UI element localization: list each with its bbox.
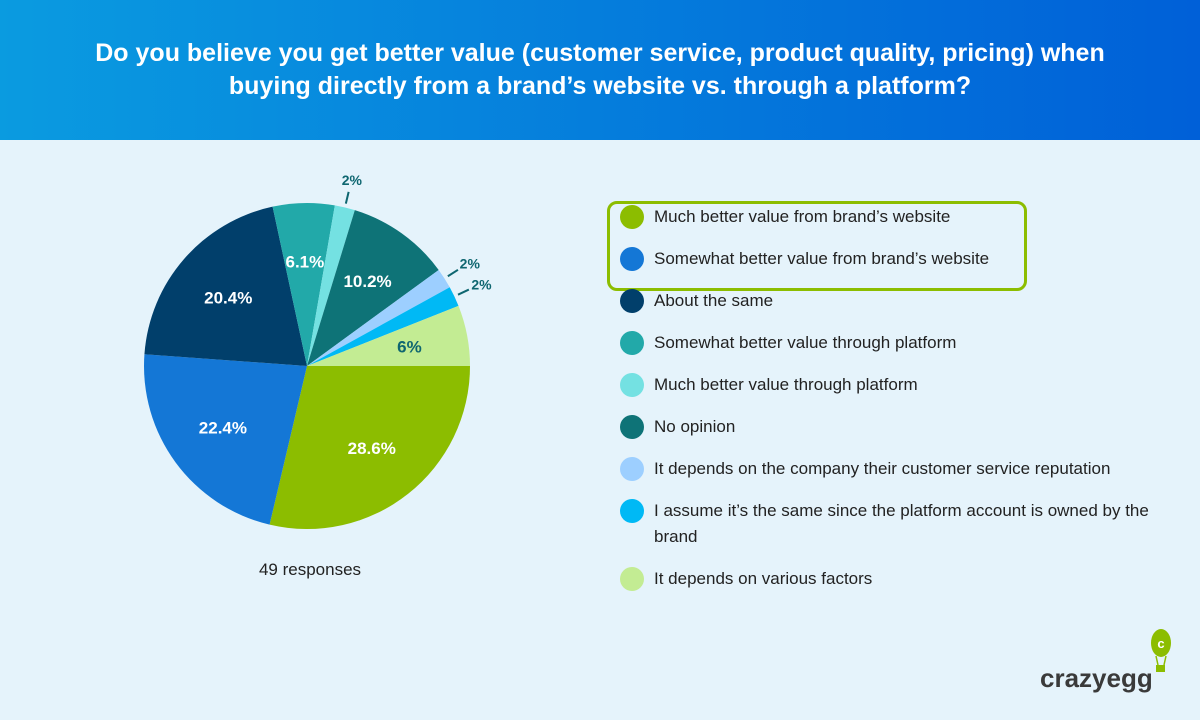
label-leader-line [447, 268, 459, 278]
legend-swatch [620, 499, 644, 523]
slice-label: 28.6% [348, 439, 396, 458]
legend-item: Much better value from brand’s website [620, 204, 1180, 230]
pie-slice [269, 366, 470, 529]
pie-slice [143, 354, 307, 525]
legend-item: No opinion [620, 414, 1180, 440]
legend-label: I assume it’s the same since the platfor… [654, 501, 1149, 546]
slice-label: 20.4% [204, 289, 252, 308]
slice-label: 10.2% [343, 272, 391, 291]
legend-swatch [620, 457, 644, 481]
legend-label: It depends on various factors [654, 569, 873, 588]
pie-slice [307, 205, 355, 366]
legend-swatch [620, 205, 644, 229]
pie-slice [144, 206, 307, 366]
legend-label: About the same [654, 291, 774, 310]
legend-swatch [620, 567, 644, 591]
legend-swatch [620, 331, 644, 355]
svg-text:c: c [1157, 636, 1164, 651]
legend-item: I assume it’s the same since the platfor… [620, 498, 1180, 550]
pie-slice [272, 203, 335, 366]
slice-label: 22.4% [199, 419, 247, 438]
legend-label: Somewhat better value through platform [654, 333, 957, 352]
crazyegg-logo: c crazyegg [1040, 625, 1190, 700]
pie-slice [307, 287, 459, 366]
pie-slice [307, 269, 450, 366]
legend-item: It depends on the company their customer… [620, 456, 1180, 482]
label-leader-line [344, 191, 350, 204]
legend-label: It depends on the company their customer… [654, 459, 1111, 478]
chart-title: Do you believe you get better value (cus… [95, 39, 1105, 100]
legend-label: Much better value from brand’s website [654, 207, 951, 226]
legend-label: No opinion [654, 417, 736, 436]
slice-label: 2% [342, 172, 363, 188]
legend-swatch [620, 415, 644, 439]
slice-label: 6.1% [285, 253, 324, 272]
label-leader-line [457, 288, 470, 296]
legend-label: Much better value through platform [654, 375, 918, 394]
legend-item: About the same [620, 288, 1180, 314]
legend-swatch [620, 289, 644, 313]
pie-chart: 28.6% 22.4% 20.4% 6.1% 2% 10.2% 2% 2% 6% [143, 172, 492, 529]
legend-swatch [620, 373, 644, 397]
slice-label: 2% [471, 276, 492, 292]
legend-item: It depends on various factors [620, 566, 1180, 592]
legend-label: Somewhat better value from brand’s websi… [654, 249, 990, 268]
svg-text:crazyegg: crazyegg [1040, 663, 1153, 693]
pie-slice [307, 210, 439, 366]
header-banner: Do you believe you get better value (cus… [0, 0, 1200, 140]
legend-swatch [620, 247, 644, 271]
legend: Much better value from brand’s website So… [620, 204, 1180, 608]
legend-item: Somewhat better value from brand’s websi… [620, 246, 1180, 272]
response-count: 49 responses [258, 560, 362, 579]
slice-label: 6% [397, 337, 422, 356]
legend-highlight-box [607, 201, 1027, 291]
legend-item: Much better value through platform [620, 372, 1180, 398]
pie-slice [307, 305, 470, 366]
legend-item: Somewhat better value through platform [620, 330, 1180, 356]
slice-label: 2% [460, 255, 481, 271]
